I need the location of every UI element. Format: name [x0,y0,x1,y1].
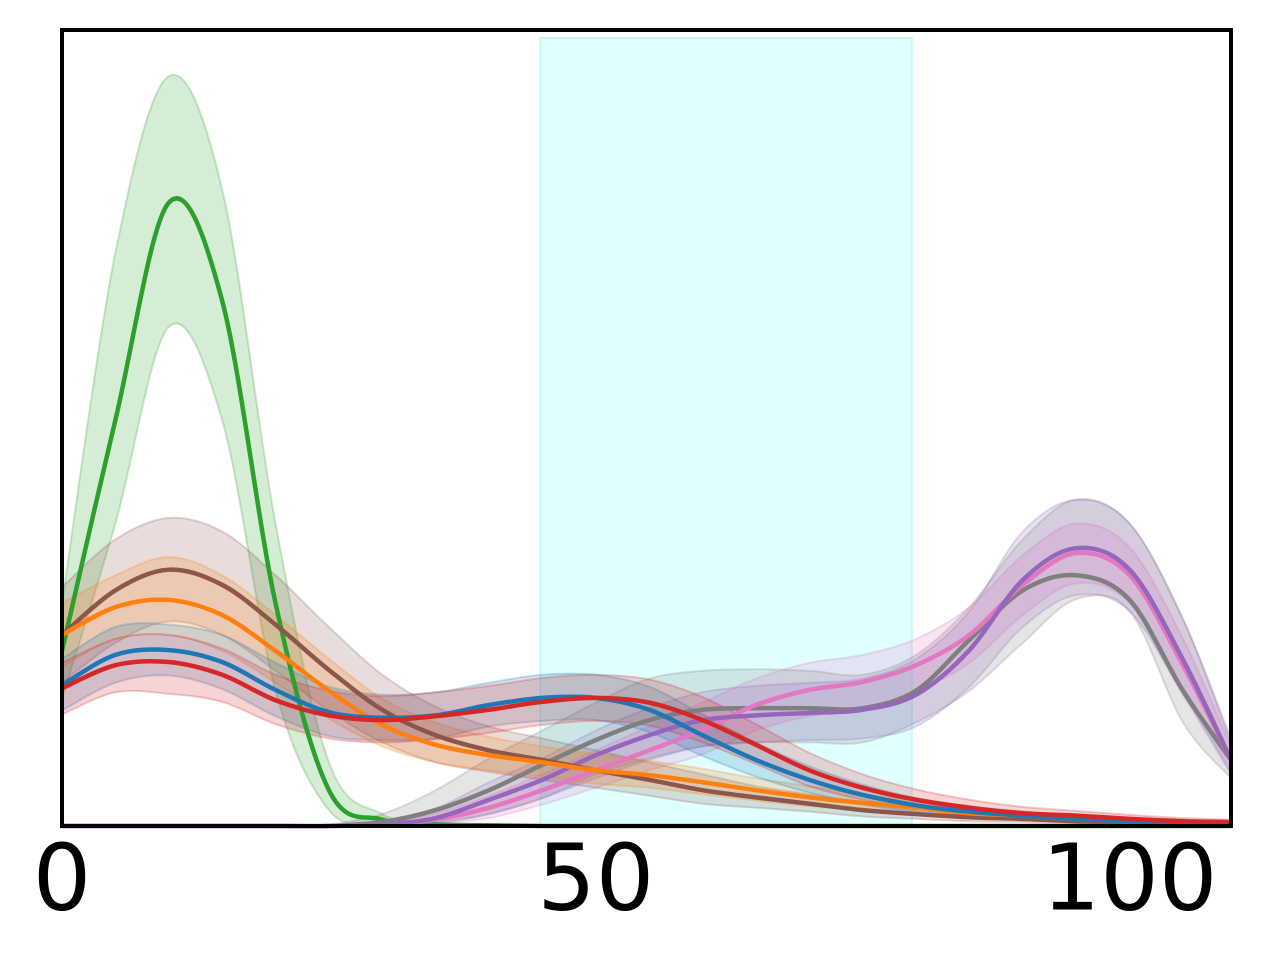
x-tick-label: 0 [33,824,92,931]
x-tick-label: 100 [1042,824,1218,931]
frame [60,28,1233,828]
density-line [61,658,1232,825]
plot-area [59,36,1234,829]
x-tick-label: 50 [537,824,654,931]
density-line [60,567,1232,827]
highlight-span [539,36,913,827]
density-line [60,647,1232,827]
